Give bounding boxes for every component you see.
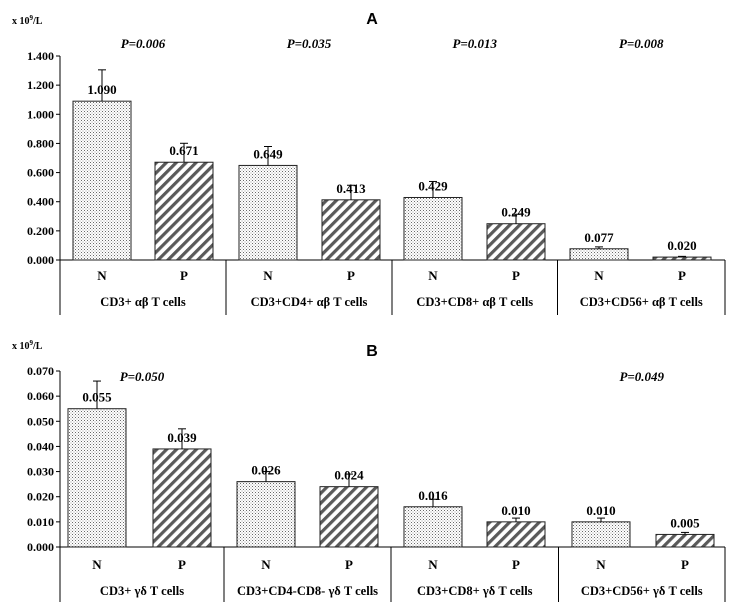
bar-b-1-n	[67, 408, 127, 548]
y-tick-label-b: 0.040	[27, 439, 54, 453]
data-label-a-4-n: 0.077	[584, 230, 614, 245]
panel-a-chart: Ax 109/L 0.000 0.200 0.400 0.600 0.800 1.000 1.…	[12, 11, 726, 315]
bar-b-3-n	[403, 506, 463, 548]
bar-b-2-p	[319, 486, 379, 548]
data-label-a-2-p: 0.413	[336, 181, 366, 196]
group-label-b-1: CD3+ γδ T cells	[100, 584, 184, 598]
group-label-a-3: CD3+CD8+ αβ T cells	[416, 295, 533, 309]
bar-b-2-n	[236, 481, 296, 548]
category-label-b-4-n: N	[596, 557, 606, 572]
p-value-a-2: P=0.035	[287, 36, 332, 51]
data-label-b-3-n: 0.016	[418, 488, 448, 503]
category-label-a-4-n: N	[594, 268, 604, 283]
data-label-a-1-p: 0.671	[169, 143, 198, 158]
bar-a-1-n	[72, 100, 132, 261]
bar-a-3-n	[403, 196, 463, 261]
y-axis-unit-b: x 109/L	[12, 339, 43, 352]
p-value-b-1: P=0.050	[120, 369, 165, 384]
category-label-b-1-n: N	[92, 557, 102, 572]
bar-a-4-n	[569, 248, 629, 261]
category-label-b-3-n: N	[428, 557, 438, 572]
bar-b-3-p	[486, 521, 546, 548]
data-label-b-4-n: 0.010	[586, 503, 615, 518]
y-tick-label-a: 1.000	[27, 107, 54, 121]
y-tick-label-a: 0.400	[27, 195, 54, 209]
p-value-a-4: P=0.008	[619, 36, 664, 51]
category-label-a-1-n: N	[97, 268, 107, 283]
y-tick-label-b: 0.020	[27, 490, 54, 504]
y-tick-label-b: 0.070	[27, 364, 54, 378]
category-label-b-1-p: P	[178, 557, 186, 572]
category-label-a-2-n: N	[263, 268, 273, 283]
category-label-a-2-p: P	[347, 268, 355, 283]
y-axis-unit-a: x 109/L	[12, 14, 43, 27]
category-label-a-3-n: N	[428, 268, 438, 283]
bar-b-1-p	[152, 448, 212, 548]
data-label-a-4-p: 0.020	[667, 238, 696, 253]
category-label-b-2-n: N	[261, 557, 271, 572]
group-label-b-2: CD3+CD4-CD8- γδ T cells	[237, 584, 378, 598]
y-tick-label-b: 0.010	[27, 515, 54, 529]
data-label-b-2-p: 0.024	[334, 468, 364, 483]
bar-a-2-n	[238, 164, 298, 261]
p-value-a-1: P=0.006	[121, 36, 166, 51]
data-label-b-4-p: 0.005	[670, 515, 700, 530]
bar-a-2-p	[321, 199, 381, 261]
group-label-b-4: CD3+CD56+ γδ T cells	[581, 584, 703, 598]
group-label-a-2: CD3+CD4+ αβ T cells	[251, 295, 368, 309]
panel-label-b: B	[366, 343, 378, 360]
panel-b-chart: Bx 109/L 0.000 0.010 0.020 0.030 0.040 0.050 0.…	[12, 339, 726, 602]
bar-a-3-p	[486, 223, 546, 261]
panel-label-a: A	[366, 11, 378, 28]
y-tick-label-b: 0.050	[27, 414, 54, 428]
y-tick-label-a: 0.000	[27, 253, 54, 267]
data-label-b-1-n: 0.055	[82, 390, 112, 405]
category-label-a-4-p: P	[678, 268, 686, 283]
bar-b-4-n	[571, 521, 631, 548]
category-label-b-3-p: P	[512, 557, 520, 572]
bar-a-1-p	[154, 161, 214, 261]
y-tick-label-b: 0.000	[27, 540, 54, 554]
category-label-a-3-p: P	[512, 268, 520, 283]
bar-a-4-p	[652, 256, 712, 261]
category-label-b-2-p: P	[345, 557, 353, 572]
data-label-b-2-n: 0.026	[251, 463, 281, 478]
data-label-b-3-p: 0.010	[501, 503, 530, 518]
data-label-a-3-p: 0.249	[501, 205, 531, 220]
y-tick-label-a: 1.400	[27, 49, 54, 63]
p-value-a-3: P=0.013	[452, 36, 497, 51]
data-label-a-1-n: 1.090	[87, 82, 116, 97]
group-label-a-4: CD3+CD56+ αβ T cells	[580, 295, 703, 309]
group-label-a-1: CD3+ αβ T cells	[100, 295, 186, 309]
y-tick-label-a: 0.600	[27, 166, 54, 180]
y-tick-label-a: 0.200	[27, 224, 54, 238]
y-tick-label-a: 1.200	[27, 78, 54, 92]
p-value-b-4: P=0.049	[619, 369, 664, 384]
group-label-b-3: CD3+CD8+ γδ T cells	[417, 584, 533, 598]
data-label-a-3-n: 0.429	[418, 178, 448, 193]
y-tick-label-a: 0.800	[27, 136, 54, 150]
bar-b-4-p	[655, 533, 715, 548]
category-label-a-1-p: P	[180, 268, 188, 283]
y-tick-label-b: 0.060	[27, 389, 54, 403]
data-label-b-1-p: 0.039	[167, 430, 197, 445]
data-label-a-2-n: 0.649	[253, 146, 283, 161]
category-label-b-4-p: P	[681, 557, 689, 572]
y-tick-label-b: 0.030	[27, 465, 54, 479]
